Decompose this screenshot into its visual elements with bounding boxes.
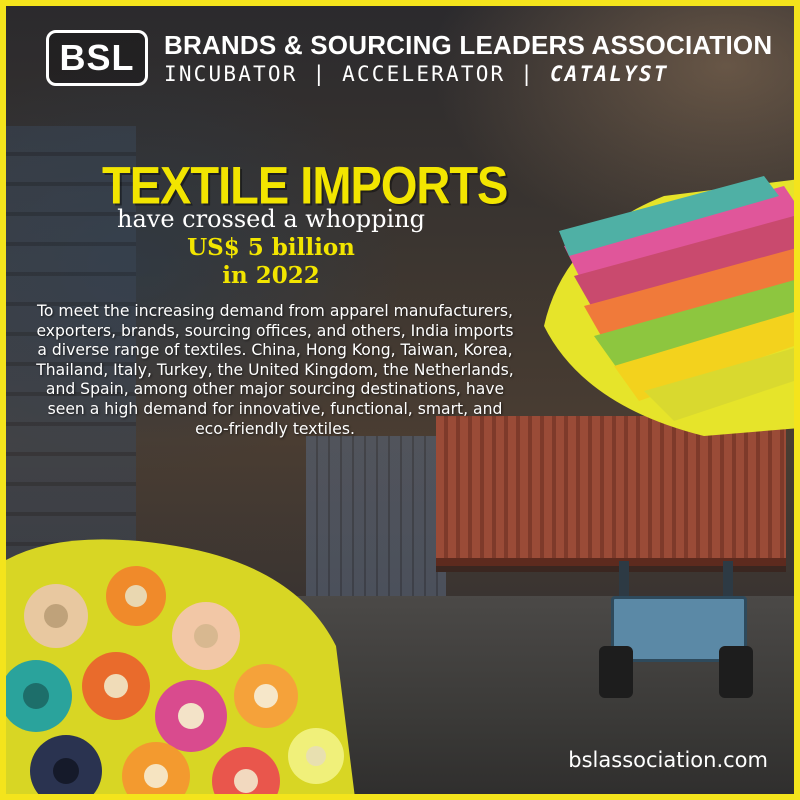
organization-name: BRANDS & SOURCING LEADERS ASSOCIATION [164, 30, 773, 60]
forklift-wheel-left [599, 646, 633, 698]
tagline-accelerator: ACCELERATOR [342, 62, 506, 86]
organization-tagline: INCUBATOR | ACCELERATOR | CATALYST [164, 62, 669, 86]
website-url: bslassociation.com [568, 748, 768, 772]
forklift-truck [591, 561, 761, 701]
body-paragraph: To meet the increasing demand from appar… [36, 302, 514, 438]
bsl-logo: BSL [46, 30, 148, 86]
fabric-rolls-image [6, 539, 355, 794]
tagline-separator: | [312, 62, 328, 86]
headline-line-1: have crossed a whopping [117, 205, 425, 233]
headline-amount: US$ 5 billion [187, 234, 355, 261]
headline-title: TEXTILE IMPORTS [102, 155, 508, 215]
forklift-wheel-right [719, 646, 753, 698]
shipping-container [436, 416, 786, 566]
tagline-separator: | [520, 62, 536, 86]
logo-text: BSL [59, 37, 135, 78]
tagline-catalyst: CATALYST [549, 62, 669, 86]
headline-year: in 2022 [222, 262, 320, 289]
container-stack-center [306, 436, 446, 596]
tagline-incubator: INCUBATOR [164, 62, 298, 86]
fabric-swatches-image [544, 176, 794, 436]
